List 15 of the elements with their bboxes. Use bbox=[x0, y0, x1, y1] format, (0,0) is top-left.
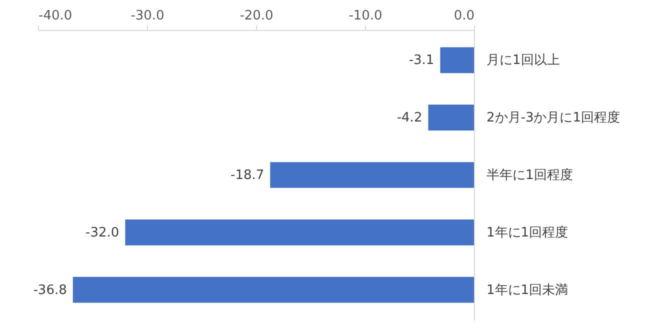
x-tick-label: -40.0 bbox=[38, 8, 72, 24]
y-tick-label: 月に1回以上 bbox=[486, 53, 560, 68]
y-tick-label: 半年に1回程度 bbox=[486, 167, 573, 183]
x-tick-label: -30.0 bbox=[130, 8, 164, 24]
data-label: -18.7 bbox=[230, 168, 264, 183]
data-label: -36.8 bbox=[33, 282, 67, 298]
y-tick-label: 1年に1回未満 bbox=[486, 282, 568, 298]
data-label: -4.2 bbox=[396, 110, 422, 126]
data-label: -3.1 bbox=[408, 53, 434, 68]
x-tick-label: -10.0 bbox=[348, 8, 382, 24]
x-tick-label: 0.0 bbox=[454, 8, 474, 24]
x-tick-label: -20.0 bbox=[240, 8, 274, 24]
data-label: -32.0 bbox=[86, 225, 120, 240]
y-tick-label: 2か月-3か月に1回程度 bbox=[486, 110, 620, 126]
y-tick-label: 1年に1回程度 bbox=[486, 224, 568, 240]
